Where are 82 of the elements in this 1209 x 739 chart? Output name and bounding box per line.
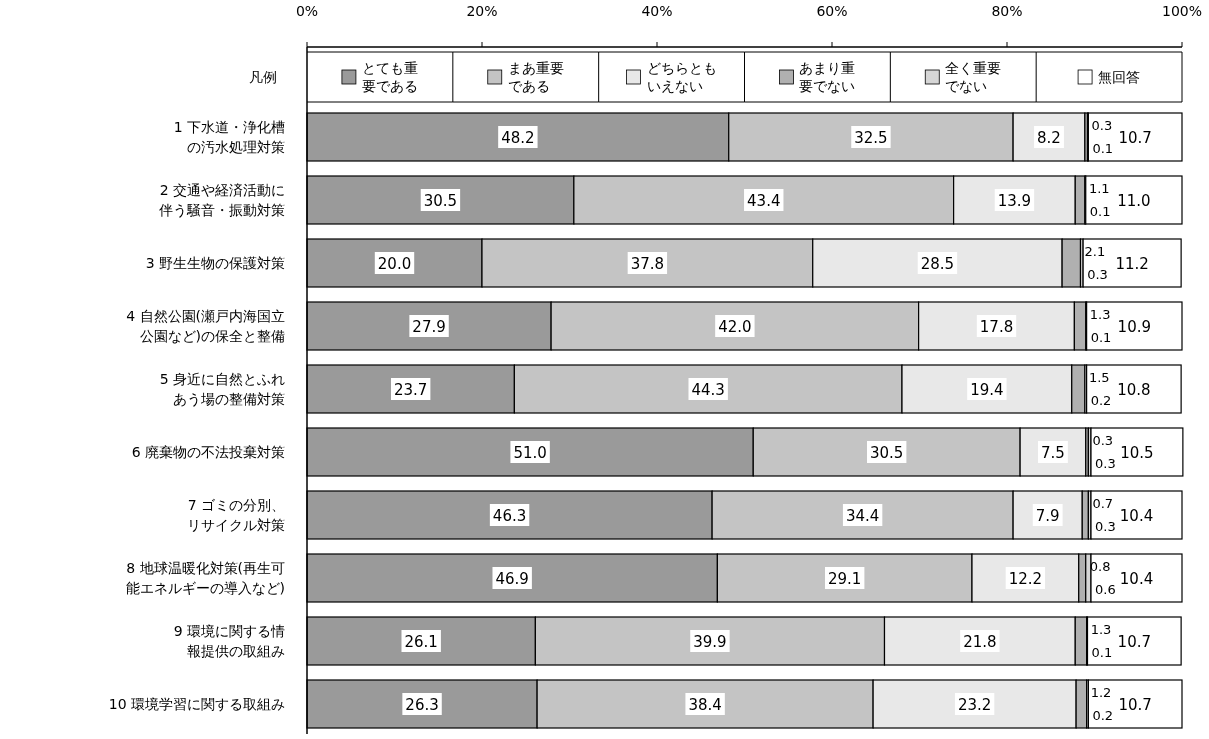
legend-label: どちらともいえない (646, 60, 717, 94)
y-tick-label: 7 ゴミの分別、リサイクル対策 (187, 497, 285, 533)
data-label: 10.7 (1117, 633, 1152, 651)
data-label: 34.4 (845, 507, 880, 525)
data-label: 0.1 (1092, 141, 1114, 156)
legend-label: 無回答 (1098, 69, 1141, 85)
data-label: 46.3 (492, 507, 527, 525)
x-tick-label: 100% (1161, 3, 1203, 19)
y-tick-label: 10 環境学習に関する取組み (108, 696, 285, 712)
data-label: 30.5 (869, 444, 904, 462)
data-label: 0.1 (1091, 645, 1113, 660)
data-label: 44.3 (691, 381, 725, 399)
legend-label: まあ重要である (507, 60, 564, 94)
legend-label: とても重要である (361, 60, 418, 94)
data-label: 10.7 (1118, 129, 1152, 147)
data-label: 0.7 (1092, 496, 1114, 511)
data-label: 51.0 (513, 444, 547, 462)
data-label: 27.9 (412, 318, 446, 336)
data-label: 1.3 (1089, 307, 1111, 322)
data-label: 26.3 (405, 696, 439, 714)
data-label: 21.8 (963, 633, 997, 651)
data-label: 32.5 (854, 129, 888, 147)
x-tick-label: 80% (991, 3, 1023, 19)
data-label: 1.3 (1090, 622, 1112, 637)
data-label: 42.0 (718, 318, 752, 336)
legend-title: 凡例 (249, 69, 277, 85)
data-label: 30.5 (423, 192, 458, 210)
data-label: 0.3 (1092, 433, 1114, 448)
data-label: 29.1 (827, 570, 862, 588)
y-tick-label: 9 環境に関する情報提供の取組み (173, 623, 285, 659)
data-label: 38.4 (688, 696, 722, 714)
legend-label: 全く重要でない (945, 60, 1002, 94)
x-tick-label: 40% (641, 3, 673, 19)
data-label: 0.3 (1095, 456, 1116, 471)
data-label: 10.4 (1119, 570, 1154, 588)
data-label: 10.8 (1117, 381, 1151, 399)
data-label: 0.2 (1092, 708, 1114, 723)
y-tick-label: 2 交通や経済活動に伴う騒音・振動対策 (159, 182, 285, 218)
data-label: 37.8 (630, 255, 665, 273)
y-tick-label: 4 自然公園(瀬戸内海国立公園など)の保全と整備 (126, 308, 285, 344)
data-label: 10.7 (1118, 696, 1152, 714)
data-label: 10.4 (1119, 507, 1154, 525)
data-label: 0.3 (1095, 519, 1116, 534)
data-label: 48.2 (501, 129, 535, 147)
data-label: 12.2 (1008, 570, 1043, 588)
data-label: 11.2 (1115, 255, 1149, 273)
data-label: 10.9 (1117, 318, 1152, 336)
data-label: 0.1 (1090, 330, 1112, 345)
data-label: 0.3 (1091, 118, 1113, 133)
data-label: 0.3 (1087, 267, 1108, 282)
data-label: 1.5 (1088, 370, 1110, 385)
data-label: 1.2 (1090, 685, 1112, 700)
data-label: 19.4 (970, 381, 1004, 399)
data-label: 17.8 (979, 318, 1014, 336)
data-label: 0.2 (1090, 393, 1112, 408)
data-label: 11.0 (1117, 192, 1151, 210)
data-label: 1.1 (1088, 181, 1110, 196)
data-label: 46.9 (495, 570, 529, 588)
data-label: 7.9 (1035, 507, 1060, 525)
y-tick-label: 6 廃棄物の不法投棄対策 (131, 444, 285, 460)
data-label: 13.9 (997, 192, 1032, 210)
y-tick-label: 5 身近に自然とふれあう場の整備対策 (159, 371, 285, 407)
legend-label: あまり重要でない (799, 60, 856, 94)
data-label: 20.0 (377, 255, 412, 273)
data-label: 23.7 (393, 381, 428, 399)
data-label: 26.1 (404, 633, 438, 651)
data-label: 28.5 (920, 255, 955, 273)
data-label: 2.1 (1084, 244, 1106, 259)
y-tick-label: 8 地球温暖化対策(再生可能エネルギーの導入など) (125, 560, 285, 596)
data-label: 7.5 (1041, 444, 1065, 462)
x-tick-label: 20% (466, 3, 498, 19)
x-tick-label: 0% (295, 3, 319, 19)
y-tick-label: 3 野生生物の保護対策 (145, 255, 285, 271)
data-label: 10.5 (1120, 444, 1154, 462)
data-label: 8.2 (1037, 129, 1061, 147)
data-label: 0.6 (1095, 582, 1116, 597)
data-label: 23.2 (957, 696, 992, 714)
data-label: 39.9 (693, 633, 727, 651)
y-tick-label: 1 下水道・浄化槽の汚水処理対策 (173, 119, 285, 155)
x-tick-label: 60% (816, 3, 848, 19)
data-label: 43.4 (747, 192, 781, 210)
data-label: 0.1 (1089, 204, 1111, 219)
